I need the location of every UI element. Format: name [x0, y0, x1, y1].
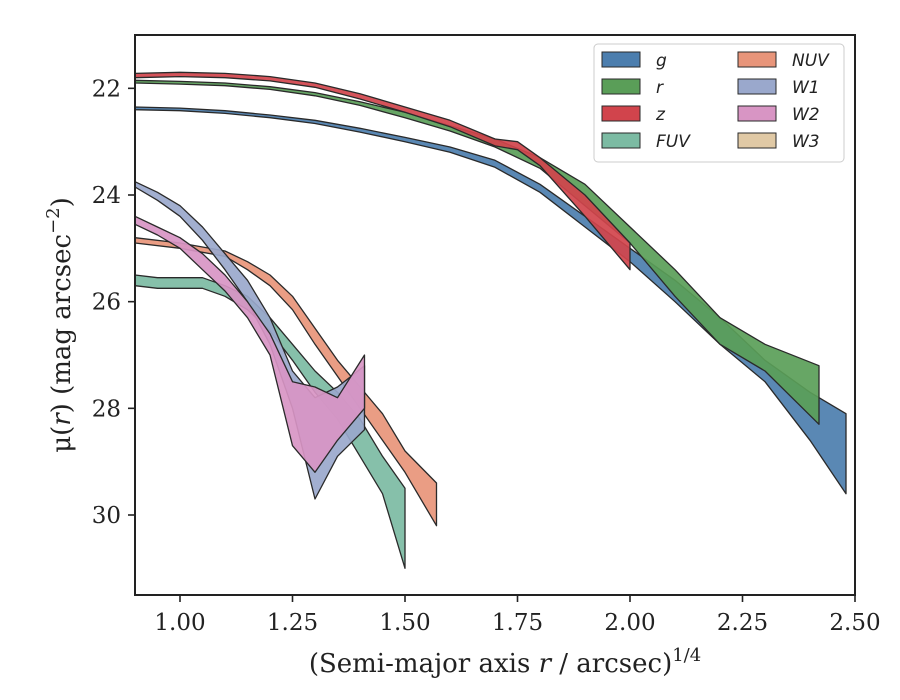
band-r: [134, 79, 820, 425]
plot-frame: [134, 34, 856, 596]
y-tick-label: 28: [92, 396, 121, 422]
legend-label-g: g: [656, 51, 667, 71]
x-tick-label: 1.75: [492, 610, 543, 636]
legend-swatch-w2: [737, 105, 777, 122]
x-tick-label: 1.00: [154, 610, 205, 636]
legend-label-fuv: FUV: [656, 132, 691, 152]
legend-label-r: r: [656, 78, 664, 98]
legend-label-nuv: NUV: [792, 51, 830, 71]
band-g: [134, 106, 847, 495]
legend-label-w2: W2: [792, 105, 820, 125]
y-axis-title: μ(r) (mag arcsec−2): [43, 197, 77, 453]
legend-swatch-fuv: [601, 132, 641, 149]
legend-swatch-w3: [737, 132, 777, 149]
band-nuv: [134, 237, 438, 527]
band-w2: [134, 215, 366, 473]
legend: grz FUV NUV W1 W2 W3: [593, 43, 845, 163]
y-axis-ticks: 22 24 26 28 30: [92, 76, 135, 529]
y-tick-label: 30: [92, 503, 121, 529]
x-tick-label: 2.50: [829, 610, 880, 636]
legend-label-w3: W3: [792, 132, 820, 152]
profile-bands: [134, 71, 847, 569]
y-tick-label: 22: [92, 76, 121, 102]
x-tick-label: 2.25: [717, 610, 768, 636]
x-tick-label: 2.00: [604, 610, 655, 636]
legend-swatch-w1: [737, 78, 777, 95]
legend-swatch-r: [601, 78, 641, 95]
x-axis-title: (Semi-major axis r / arcsec)1/4: [309, 645, 701, 679]
y-tick-label: 26: [92, 290, 121, 316]
legend-label-w1: W1: [792, 78, 820, 98]
x-axis-ticks: 1.00 1.25 1.50 1.75 2.00 2.25 2.50: [154, 595, 881, 636]
band-z: [134, 71, 631, 271]
legend-box: [593, 43, 845, 163]
legend-label-z: z: [655, 105, 666, 125]
x-tick-label: 1.25: [267, 610, 318, 636]
y-tick-label: 24: [92, 183, 121, 209]
legend-swatch-z: [601, 105, 641, 122]
x-tick-label: 1.50: [379, 610, 430, 636]
legend-swatch-g: [601, 51, 641, 68]
legend-swatch-nuv: [737, 51, 777, 68]
